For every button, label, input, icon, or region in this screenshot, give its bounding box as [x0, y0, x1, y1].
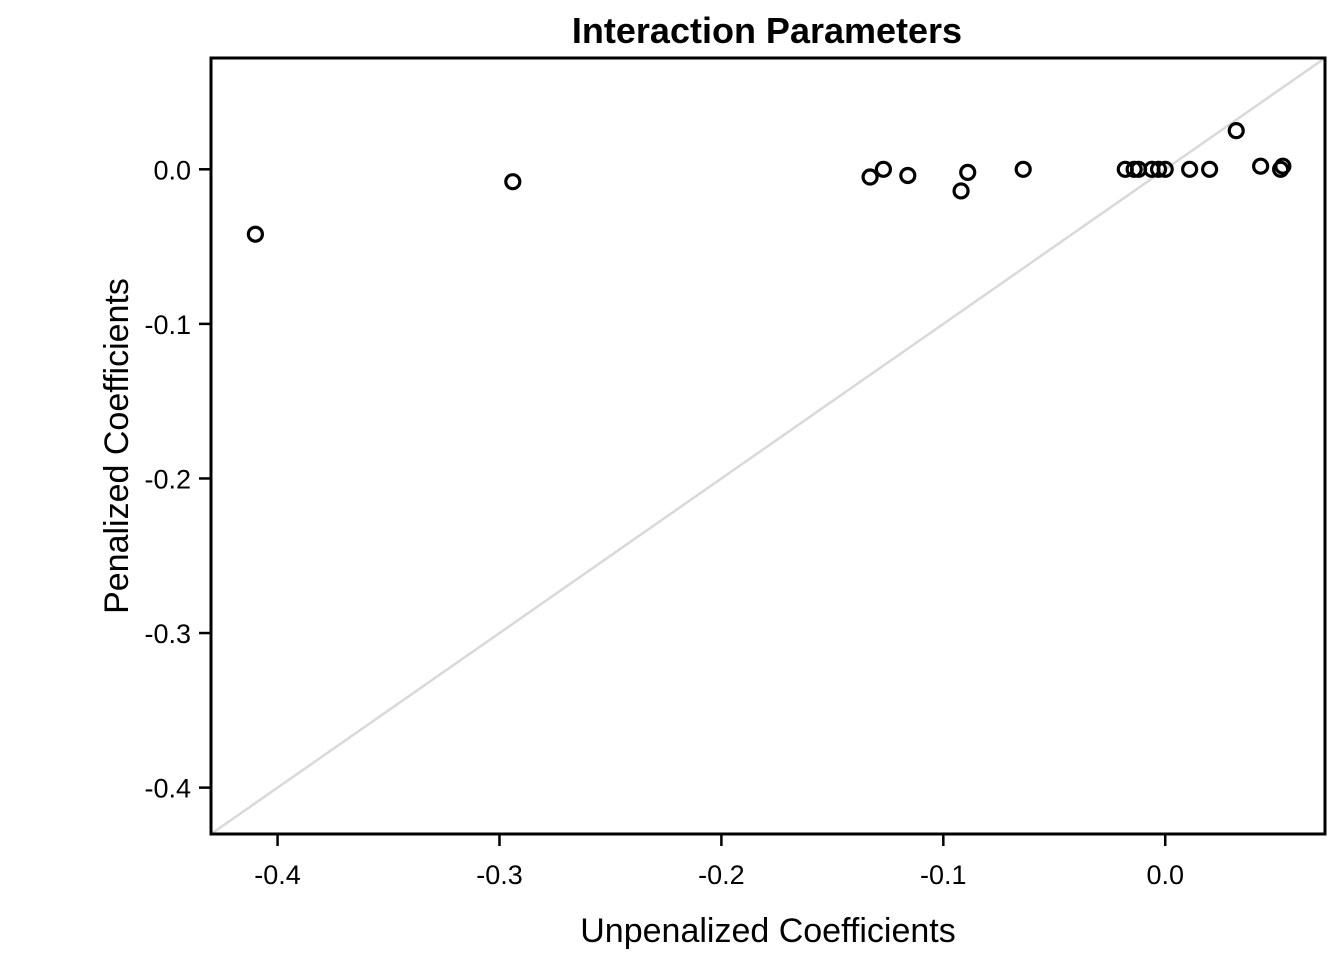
x-tick-label: -0.4 — [254, 860, 301, 890]
chart-title: Interaction Parameters — [572, 10, 962, 51]
data-point — [1014, 160, 1032, 178]
x-tick-label: -0.1 — [920, 860, 967, 890]
y-tick-label: -0.2 — [144, 464, 191, 494]
data-point — [959, 163, 977, 181]
x-axis: -0.4 -0.3 -0.2 -0.1 0.0 — [254, 834, 1184, 890]
x-tick-label: -0.2 — [698, 860, 745, 890]
data-point — [1181, 160, 1199, 178]
data-points — [246, 122, 1292, 243]
data-point — [1156, 160, 1174, 178]
y-axis: 0.0 -0.1 -0.2 -0.3 -0.4 — [144, 155, 211, 804]
data-point — [1274, 157, 1292, 175]
reference-line — [210, 56, 1326, 836]
data-point — [874, 160, 892, 178]
x-tick-label: -0.3 — [476, 860, 523, 890]
data-point — [1227, 122, 1245, 140]
data-point — [899, 166, 917, 185]
data-point — [504, 173, 522, 191]
plot-frame — [209, 56, 1327, 836]
y-tick-label: 0.0 — [153, 155, 191, 185]
y-axis-label: Penalized Coefficients — [98, 278, 136, 614]
x-tick-label: 0.0 — [1146, 860, 1184, 890]
data-point — [1201, 160, 1219, 178]
data-point — [1149, 160, 1168, 178]
y-tick-label: -0.4 — [144, 774, 191, 804]
x-axis-label: Unpenalized Coefficients — [580, 912, 956, 950]
y-tick-label: -0.3 — [144, 619, 191, 649]
y-tick-label: -0.1 — [144, 310, 191, 340]
data-point — [1252, 157, 1270, 175]
data-point — [952, 182, 970, 200]
data-point — [861, 168, 879, 186]
data-point — [246, 225, 264, 243]
